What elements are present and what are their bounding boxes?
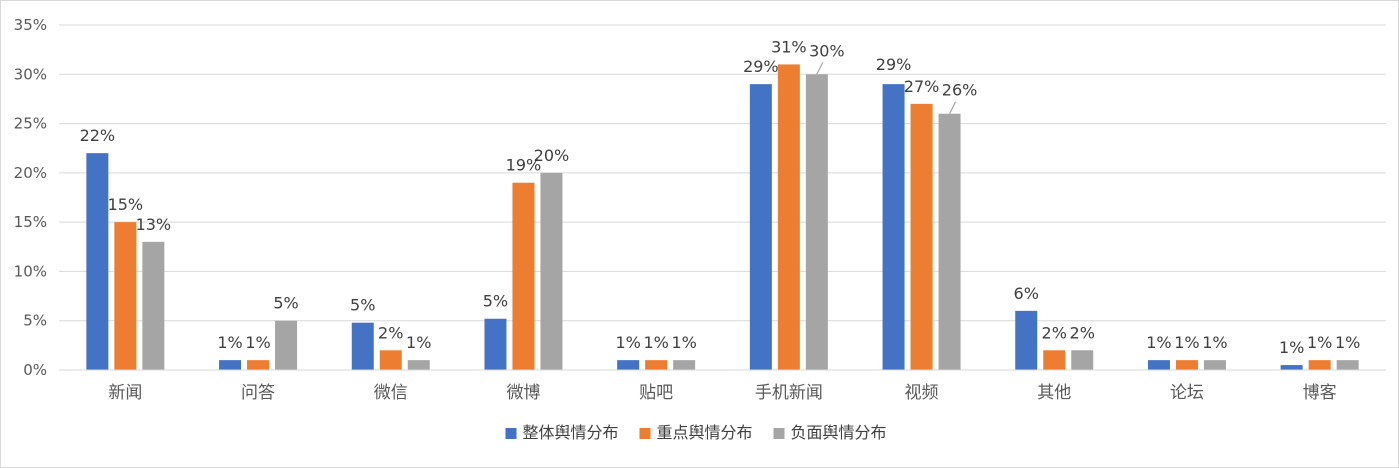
legend-label: 整体舆情分布 xyxy=(523,423,619,442)
category-label: 手机新闻 xyxy=(755,383,823,403)
leader-line xyxy=(816,62,824,75)
data-label: 1% xyxy=(615,333,640,352)
category-label: 问答 xyxy=(241,383,275,403)
category-label: 贴吧 xyxy=(639,383,673,403)
y-tick-label: 15% xyxy=(14,213,47,231)
bar xyxy=(484,318,507,370)
y-axis-ticks: 0% 5% 10% 15% 20% 25% 30% 35% xyxy=(14,16,47,379)
bar xyxy=(351,322,374,370)
data-label: 1% xyxy=(245,333,270,352)
category-label: 视频 xyxy=(905,383,939,403)
bar xyxy=(379,350,402,370)
data-label: 1% xyxy=(406,333,431,352)
data-label: 5% xyxy=(350,296,375,315)
bar xyxy=(1175,360,1198,370)
x-axis-categories: 新闻 问答 微信 微博 贴吧 手机新闻 视频 其他 论坛 博客 xyxy=(108,383,1336,403)
category-label: 论坛 xyxy=(1170,383,1204,403)
bar xyxy=(882,84,905,371)
data-label: 29% xyxy=(876,55,912,74)
data-label: 1% xyxy=(217,333,242,352)
data-label: 1% xyxy=(1335,333,1360,352)
legend-label: 负面舆情分布 xyxy=(791,423,887,442)
bar xyxy=(540,172,563,370)
bar xyxy=(1043,350,1066,370)
bar xyxy=(910,103,933,370)
bar xyxy=(1147,360,1170,370)
data-label: 1% xyxy=(1307,333,1332,352)
bar xyxy=(938,113,961,370)
legend-swatch xyxy=(639,428,651,439)
bar xyxy=(777,64,800,370)
data-label: 15% xyxy=(108,195,144,214)
data-label: 2% xyxy=(1042,323,1067,342)
bar xyxy=(512,182,535,370)
leader-lines xyxy=(816,62,957,114)
bar xyxy=(805,74,828,371)
bar xyxy=(219,360,242,370)
data-label: 5% xyxy=(273,294,298,313)
y-tick-label: 30% xyxy=(14,65,47,83)
bar xyxy=(673,360,696,370)
bar xyxy=(247,360,270,370)
bar xyxy=(645,360,668,370)
category-label: 新闻 xyxy=(108,383,142,403)
bar xyxy=(407,360,430,370)
data-label: 1% xyxy=(643,333,668,352)
bar xyxy=(142,241,165,370)
data-label: 19% xyxy=(506,156,542,175)
category-label: 博客 xyxy=(1303,383,1337,403)
data-labels: 22%15%13%1% 1%5% 5%2%1%5%19%20%1% 1% 1%29%31… xyxy=(80,37,1361,357)
bar xyxy=(1308,360,1331,370)
bar xyxy=(275,320,298,370)
category-label: 微信 xyxy=(374,383,408,403)
bar xyxy=(1015,310,1038,370)
bars xyxy=(86,64,1359,371)
bar xyxy=(1280,365,1303,370)
data-label: 2% xyxy=(378,323,403,342)
y-tick-label: 0% xyxy=(23,361,47,379)
data-label: 2% xyxy=(1070,323,1095,342)
bar xyxy=(1071,350,1094,370)
data-label: 13% xyxy=(136,215,172,234)
data-label: 1% xyxy=(1174,333,1199,352)
data-label: 1% xyxy=(1202,333,1227,352)
leader-line xyxy=(949,101,957,114)
y-tick-label: 20% xyxy=(14,164,47,182)
data-label: 20% xyxy=(534,146,570,165)
category-label: 其他 xyxy=(1037,383,1071,403)
data-label: 1% xyxy=(1146,333,1171,352)
bar xyxy=(1336,360,1359,370)
legend-swatch xyxy=(505,428,517,439)
bar xyxy=(114,222,137,370)
data-label: 5% xyxy=(483,292,508,311)
data-label: 26% xyxy=(942,81,978,100)
y-tick-label: 10% xyxy=(14,262,47,280)
category-label: 微博 xyxy=(506,383,540,403)
legend: 整体舆情分布 重点舆情分布 负面舆情分布 xyxy=(505,423,887,442)
data-label: 31% xyxy=(771,37,807,56)
legend-label: 重点舆情分布 xyxy=(657,423,753,442)
gridlines xyxy=(59,24,1386,322)
y-tick-label: 25% xyxy=(14,115,47,133)
bar xyxy=(86,153,109,370)
legend-swatch xyxy=(773,428,785,439)
data-label: 1% xyxy=(671,333,696,352)
data-label: 6% xyxy=(1014,284,1039,303)
y-tick-label: 35% xyxy=(14,16,47,34)
bar xyxy=(617,360,640,370)
data-label: 30% xyxy=(809,41,845,60)
data-label: 1% xyxy=(1279,338,1304,357)
bar xyxy=(749,84,772,371)
data-label: 22% xyxy=(80,126,116,145)
bar xyxy=(1203,360,1226,370)
data-label: 29% xyxy=(743,57,779,76)
y-tick-label: 5% xyxy=(23,312,47,330)
data-label: 27% xyxy=(904,77,940,96)
